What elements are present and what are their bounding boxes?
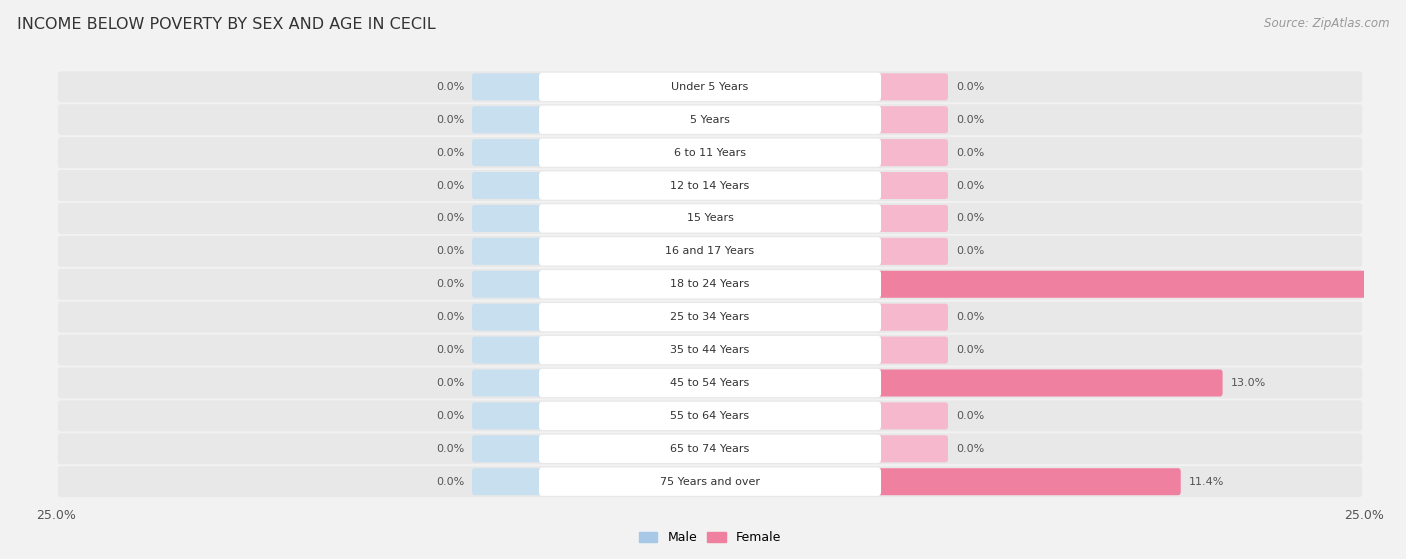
FancyBboxPatch shape	[472, 106, 543, 133]
Text: 6 to 11 Years: 6 to 11 Years	[673, 148, 747, 158]
Text: 65 to 74 Years: 65 to 74 Years	[671, 444, 749, 454]
FancyBboxPatch shape	[472, 139, 543, 166]
Text: 0.0%: 0.0%	[436, 181, 464, 191]
FancyBboxPatch shape	[472, 337, 543, 363]
FancyBboxPatch shape	[472, 238, 543, 265]
Text: 0.0%: 0.0%	[436, 214, 464, 224]
FancyBboxPatch shape	[472, 271, 543, 298]
FancyBboxPatch shape	[472, 402, 543, 429]
Text: 0.0%: 0.0%	[436, 280, 464, 289]
Text: 75 Years and over: 75 Years and over	[659, 477, 761, 487]
FancyBboxPatch shape	[538, 369, 882, 397]
Text: 0.0%: 0.0%	[436, 247, 464, 257]
Text: 16 and 17 Years: 16 and 17 Years	[665, 247, 755, 257]
FancyBboxPatch shape	[877, 468, 1181, 495]
Text: 0.0%: 0.0%	[956, 345, 984, 355]
FancyBboxPatch shape	[58, 203, 1362, 234]
Text: 0.0%: 0.0%	[956, 444, 984, 454]
Text: 55 to 64 Years: 55 to 64 Years	[671, 411, 749, 421]
FancyBboxPatch shape	[538, 204, 882, 233]
FancyBboxPatch shape	[538, 435, 882, 463]
Text: 0.0%: 0.0%	[956, 214, 984, 224]
FancyBboxPatch shape	[58, 466, 1362, 497]
FancyBboxPatch shape	[472, 468, 543, 495]
FancyBboxPatch shape	[58, 367, 1362, 399]
Text: 18 to 24 Years: 18 to 24 Years	[671, 280, 749, 289]
Text: 0.0%: 0.0%	[956, 148, 984, 158]
Text: 0.0%: 0.0%	[956, 181, 984, 191]
FancyBboxPatch shape	[877, 402, 948, 429]
Text: 0.0%: 0.0%	[436, 444, 464, 454]
Text: 0.0%: 0.0%	[436, 115, 464, 125]
Text: 11.4%: 11.4%	[1188, 477, 1225, 487]
Text: 5 Years: 5 Years	[690, 115, 730, 125]
FancyBboxPatch shape	[472, 435, 543, 462]
FancyBboxPatch shape	[877, 238, 948, 265]
Text: 0.0%: 0.0%	[956, 82, 984, 92]
FancyBboxPatch shape	[877, 139, 948, 166]
Text: Under 5 Years: Under 5 Years	[672, 82, 748, 92]
Text: 35 to 44 Years: 35 to 44 Years	[671, 345, 749, 355]
Text: 0.0%: 0.0%	[436, 312, 464, 322]
FancyBboxPatch shape	[877, 73, 948, 100]
Text: 0.0%: 0.0%	[436, 345, 464, 355]
FancyBboxPatch shape	[58, 269, 1362, 300]
FancyBboxPatch shape	[877, 337, 948, 363]
Text: 13.0%: 13.0%	[1230, 378, 1265, 388]
Text: 0.0%: 0.0%	[436, 148, 464, 158]
FancyBboxPatch shape	[877, 369, 1223, 396]
Text: 25 to 34 Years: 25 to 34 Years	[671, 312, 749, 322]
FancyBboxPatch shape	[58, 433, 1362, 465]
Text: 45 to 54 Years: 45 to 54 Years	[671, 378, 749, 388]
Text: Source: ZipAtlas.com: Source: ZipAtlas.com	[1264, 17, 1389, 30]
Text: 0.0%: 0.0%	[956, 247, 984, 257]
FancyBboxPatch shape	[538, 172, 882, 200]
FancyBboxPatch shape	[58, 137, 1362, 168]
FancyBboxPatch shape	[58, 400, 1362, 432]
FancyBboxPatch shape	[58, 302, 1362, 333]
FancyBboxPatch shape	[877, 106, 948, 133]
Text: 0.0%: 0.0%	[436, 477, 464, 487]
FancyBboxPatch shape	[538, 402, 882, 430]
FancyBboxPatch shape	[58, 170, 1362, 201]
Text: 0.0%: 0.0%	[956, 411, 984, 421]
Text: 0.0%: 0.0%	[436, 378, 464, 388]
FancyBboxPatch shape	[58, 236, 1362, 267]
FancyBboxPatch shape	[58, 105, 1362, 135]
FancyBboxPatch shape	[472, 304, 543, 331]
FancyBboxPatch shape	[538, 303, 882, 331]
FancyBboxPatch shape	[538, 106, 882, 134]
FancyBboxPatch shape	[58, 72, 1362, 102]
FancyBboxPatch shape	[538, 237, 882, 266]
Text: 0.0%: 0.0%	[436, 411, 464, 421]
Legend: Male, Female: Male, Female	[634, 526, 786, 549]
FancyBboxPatch shape	[877, 205, 948, 232]
FancyBboxPatch shape	[538, 467, 882, 496]
Text: 0.0%: 0.0%	[436, 82, 464, 92]
Text: INCOME BELOW POVERTY BY SEX AND AGE IN CECIL: INCOME BELOW POVERTY BY SEX AND AGE IN C…	[17, 17, 436, 32]
FancyBboxPatch shape	[472, 172, 543, 199]
Text: 0.0%: 0.0%	[956, 312, 984, 322]
FancyBboxPatch shape	[472, 73, 543, 100]
Text: 12 to 14 Years: 12 to 14 Years	[671, 181, 749, 191]
FancyBboxPatch shape	[877, 271, 1406, 298]
FancyBboxPatch shape	[538, 336, 882, 364]
FancyBboxPatch shape	[538, 73, 882, 101]
FancyBboxPatch shape	[472, 205, 543, 232]
FancyBboxPatch shape	[58, 335, 1362, 366]
Text: 0.0%: 0.0%	[956, 115, 984, 125]
FancyBboxPatch shape	[877, 304, 948, 331]
FancyBboxPatch shape	[877, 172, 948, 199]
FancyBboxPatch shape	[538, 139, 882, 167]
Text: 15 Years: 15 Years	[686, 214, 734, 224]
FancyBboxPatch shape	[538, 270, 882, 299]
FancyBboxPatch shape	[877, 435, 948, 462]
FancyBboxPatch shape	[472, 369, 543, 396]
